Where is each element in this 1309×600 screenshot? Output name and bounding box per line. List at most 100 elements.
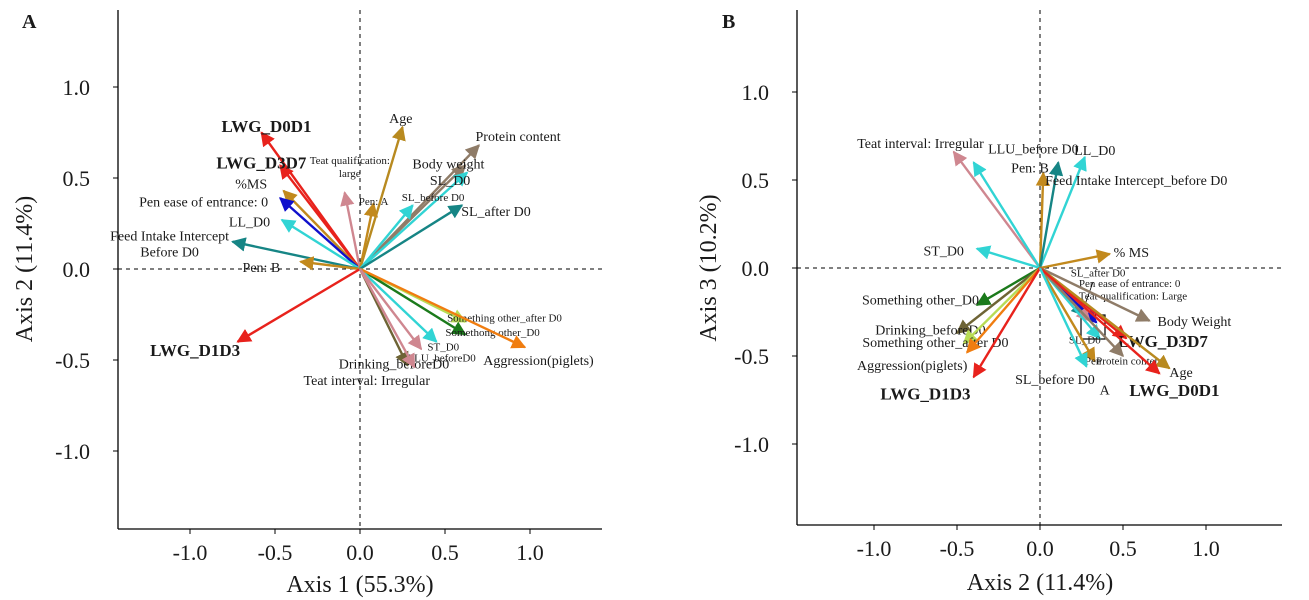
y-tick-label: 1.0 [742,80,770,105]
vector-label-aggression-piglets: Aggression(piglets) [483,354,594,369]
ticks: -1.0 -0.5 0.0 0.5 1.0 1.0 0.5 0.0 -0.5 -1.0 [55,75,544,565]
vector-label-sl-before-d0: SL_before D0 [402,192,465,204]
vector-arrow-drinking-befored0 [955,267,1041,335]
x-tick-label: 0.0 [1026,536,1054,561]
vector-arrow-llu-before-d0 [972,161,1042,269]
y-tick-label: 0.5 [742,168,770,193]
x-tick-label: -1.0 [857,536,892,561]
vector-label-pen-b: Pen: B [243,261,281,276]
vector-label-age: Age [1169,366,1192,381]
vectors: LWG_D0D1 LWG_D3D7 %MS Pen ease of entrance:… [110,112,594,389]
y-axis-label: Axis 3 (10.2%) [696,194,722,341]
vectors: Teat interval: Irregular LLU_before D0LL_… [857,137,1231,404]
vector-arrow-lwg-d1d3 [236,267,361,343]
vector-label-lwg-d0d1: LWG_D0D1 [221,117,311,136]
vector-label-protein-content: Protein content [1096,356,1163,368]
y-tick-label: -1.0 [55,439,90,464]
vector-label-llu-befored0: LLU_beforeD0 [407,352,476,364]
vector-arrow-pen-b [1035,171,1051,269]
vector-arrow-ll-d0 [280,218,361,271]
vector-arrow-sl-d0 [359,171,469,270]
vector-arrow-feed-intake-intercept-before-d0 [1038,160,1064,269]
vector-arrow-somethong-other-d0 [359,267,467,336]
vector-label-lwg-d0d1: LWG_D0D1 [1129,381,1219,400]
vector-label-sl-d0: SL_D0 [1069,334,1101,346]
y-tick-label: 0.0 [63,257,91,282]
vector-label-st-d0: ST_D0 [923,244,963,259]
vector-label-drinking-befored0: Drinking_beforeD0 [875,324,985,339]
vector-label-body-weight: Body Weight [1158,315,1232,330]
vector-label-ll-d0: LL_D0 [229,216,270,231]
x-axis-label: Axis 2 (11.4%) [967,570,1113,596]
vector-label-ll-d0: LL_D0 [1074,144,1115,159]
vector-arrow-st-d0 [975,245,1041,270]
vector-label-ms: % MS [1114,246,1149,261]
vector-label-pen-ease-of-entrance-0: Pen ease of entrance: 0 [139,196,268,211]
vector-arrow-sl-after-d0 [359,204,464,271]
vector-arrow-something-other-after-d0 [962,267,1041,345]
vector-label-drinking-befored0: Drinking_beforeD0 [339,358,449,373]
vector-arrow-llu-befored0 [359,268,423,351]
vector-arrow-sl-before-d0 [359,204,414,270]
vector-label-teat-interval-irregular: Teat interval: Irregular [304,374,431,389]
panel-letter: B [722,11,735,33]
vector-arrow-pen-ease-of-entrance-0 [279,197,361,270]
y-axis-label: Axis 2 (11.4%) [12,196,38,342]
vector-label-pen-b: Pen: B [1011,162,1049,177]
vector-arrow-aggression-piglets [359,267,527,349]
x-tick-label: -0.5 [258,540,293,565]
vector-arrow-ms [282,189,361,270]
vector-label-sl-after-d0: SL_after D0 [1071,268,1126,280]
vector-arrow-pen-b [299,256,361,271]
vector-label-feed-intake-intercept-before-d0: Feed Intake Intercept Before D0 [110,230,229,261]
vector-arrow-age [358,125,406,270]
x-tick-label: 1.0 [516,540,544,565]
vector-arrow-teat-qualification-large [340,191,362,270]
vector-label-sl-after-d0: SL_after D0 [461,205,531,220]
vector-label-something-other-d0: Something other_D0 [862,294,979,309]
vector-label-lwg-d1d3: LWG_D1D3 [150,341,240,360]
panel-a: A Axis 1 (55.3%) Axis 2 (11.4%) -1.0 -0.5… [12,10,602,598]
vector-arrow-something-other-d0 [975,266,1041,306]
vector-label-ms: %MS [235,177,267,192]
vector-arrow-feed-intake-intercept-before-d0 [231,237,361,271]
y-tick-label: 0.5 [63,166,91,191]
vector-arrow-pen [1038,267,1096,363]
x-tick-label: 0.5 [431,540,459,565]
vector-label-aggression-piglets: Aggression(piglets) [857,359,968,374]
vector-arrow-protein-content [1039,267,1124,358]
vector-arrow-body-weight [1039,266,1151,322]
x-tick-label: -0.5 [940,536,975,561]
vector-arrow-age [1039,267,1171,370]
vector-label-teat-qualification-large: Teat qualification: large [310,155,390,180]
vector-label-a: A [1100,383,1111,398]
vector-label-st-d0: ST_D0 [427,341,459,353]
vector-arrow-aggression-piglets [966,267,1041,354]
y-tick-label: -0.5 [55,348,90,373]
vector-label-sl-d0: SL_D0 [430,174,470,189]
vector-label-body-weight: Body weight [412,157,484,172]
x-tick-label: 0.5 [1109,536,1137,561]
vector-label-teat-interval-irregular: Teat interval: Irregular [857,137,984,152]
vector-arrow-teat-interval-irregular [952,150,1041,269]
x-tick-label: -1.0 [173,540,208,565]
vector-arrow-sl-before-d0 [1038,267,1088,368]
vector-label-pen-a: Pen: A [359,196,389,208]
y-tick-label: 0.0 [742,256,770,281]
vector-arrow-lwg-d1d3 [972,267,1042,379]
vector-label-lwg-d3d7: LWG_D3D7 [216,153,307,172]
vector-arrow-st-d0 [359,268,438,343]
panel-letter: A [22,11,37,33]
vector-arrow-pen-a [358,202,379,270]
vector-arrow-ll-d0 [1038,155,1087,269]
vector-arrow-teat-interval-irregular [358,268,416,369]
vector-label-protein-content: Protein content [476,130,561,145]
y-tick-label: -0.5 [734,344,769,369]
vector-label-teat-qualification-large: Teat qualification: Large [1079,290,1187,302]
vector-label-pen-ease-of-entrance-0: Pen ease of entrance: 0 [1079,278,1181,290]
vector-label-llu-before-d0: LLU_before D0 [988,142,1079,157]
vector-arrow-lwg-d3d7 [279,164,361,270]
x-tick-label: 1.0 [1192,536,1220,561]
vector-label-something-other-after-d0: Something other_after D0 [862,336,1008,351]
